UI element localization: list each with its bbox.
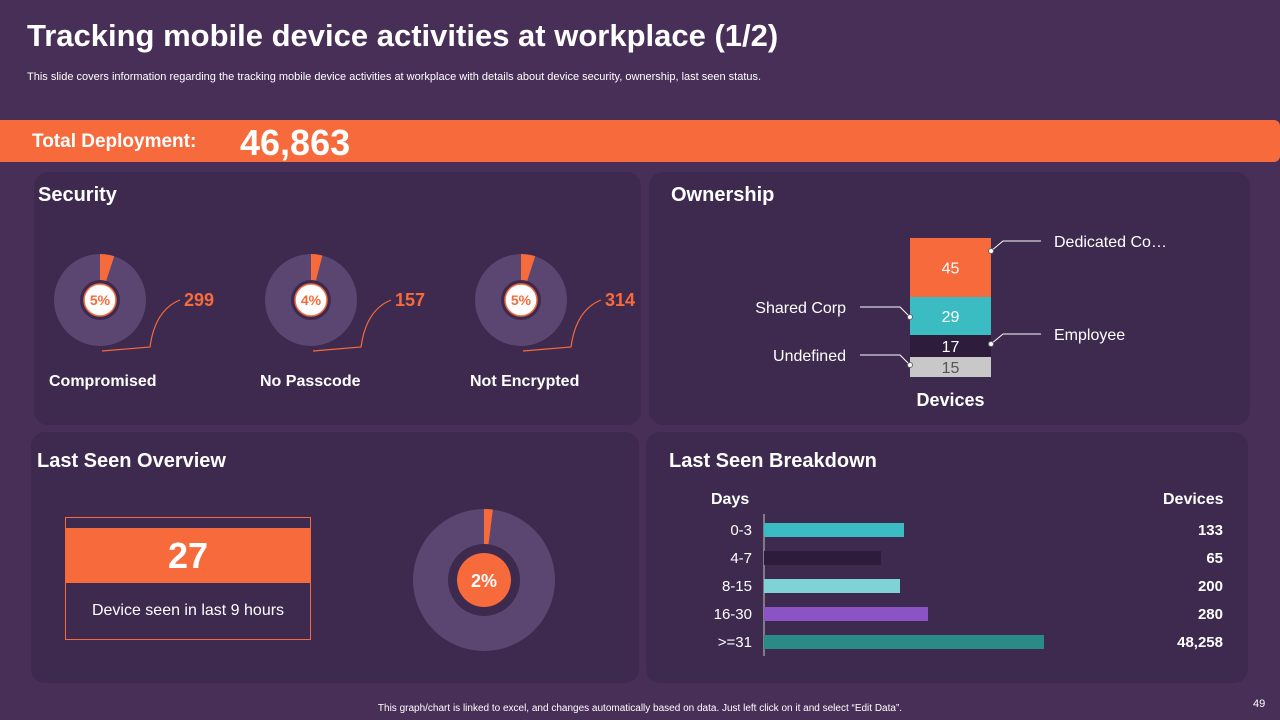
total-deployment-banner: Total Deployment: 46,863 <box>0 120 1280 163</box>
security-percent-label: 4% <box>301 292 322 308</box>
total-deployment-value: 46,863 <box>240 122 351 163</box>
ownership-label-shared-corp: Shared Corp <box>755 300 846 317</box>
overview-percent-label: 2% <box>471 571 497 591</box>
ownership-label-employee: Employee <box>1054 327 1125 344</box>
security-donut-charts[interactable]: 5% 299 Compromised 4% 157 No Passcode 5% 314 Not… <box>0 170 640 430</box>
breakdown-bar-4-7 <box>764 551 881 565</box>
breakdown-category-label: 0-3 <box>730 522 752 539</box>
ownership-leader-undefined <box>860 354 911 366</box>
breakdown-value-label: 48,258 <box>1177 634 1223 651</box>
security-percent-label: 5% <box>511 292 532 308</box>
ownership-leader-shared-corp <box>860 306 911 318</box>
ownership-label-dedicated-co: Dedicated Co… <box>1054 234 1167 251</box>
ownership-value-employee: 17 <box>942 339 960 356</box>
ownership-marker-undefined <box>907 362 913 368</box>
ownership-value-dedicated-co: 45 <box>942 261 960 278</box>
breakdown-value-label: 280 <box>1198 606 1223 623</box>
ownership-title: Ownership <box>671 184 775 206</box>
seen-count-caption: Device seen in last 9 hours <box>91 602 285 619</box>
breakdown-bar-16-30 <box>764 607 928 621</box>
last-seen-bar-chart[interactable]: 0-3 133 4-7 65 8-15 200 16-30 280 >=31 48,258 <box>640 510 1240 670</box>
security-connector-no-passcode <box>312 299 392 352</box>
breakdown-category-label: >=31 <box>718 634 752 651</box>
security-count-no-passcode: 157 <box>395 290 425 310</box>
page-number: 49 <box>1253 698 1266 710</box>
last-seen-breakdown-title: Last Seen Breakdown <box>669 450 877 472</box>
ownership-marker-employee <box>988 341 994 347</box>
last-seen-overview-title: Last Seen Overview <box>37 450 226 472</box>
last-seen-donut-chart[interactable]: 2% <box>384 480 584 680</box>
security-name-not-encrypted: Not Encrypted <box>470 373 579 390</box>
security-connector-compromised <box>101 299 181 352</box>
security-name-compromised: Compromised <box>49 373 157 390</box>
security-percent-label: 5% <box>90 292 111 308</box>
ownership-marker-dedicated-co <box>988 248 994 254</box>
breakdown-value-label: 65 <box>1206 550 1223 567</box>
ownership-value-undefined: 15 <box>942 360 960 377</box>
breakdown-category-label: 4-7 <box>730 550 752 567</box>
ownership-segment-employee <box>910 335 991 357</box>
breakdown-category-label: 16-30 <box>714 606 752 623</box>
ownership-marker-shared-corp <box>907 314 913 320</box>
security-center-badge-not-encrypted <box>504 283 538 317</box>
breakdown-bar-8-15 <box>764 579 900 593</box>
seen-count-value: 27 <box>66 528 310 583</box>
security-center-badge-no-passcode <box>294 283 328 317</box>
security-center-badge-compromised <box>83 283 117 317</box>
breakdown-value-label: 133 <box>1198 522 1223 539</box>
ownership-segment-shared-corp <box>910 297 991 335</box>
security-count-compromised: 299 <box>184 290 214 310</box>
security-connector-not-encrypted <box>522 299 602 352</box>
ownership-segment-dedicated-co <box>910 238 991 297</box>
ownership-stacked-bar-chart[interactable]: 15 17 29 45 Undefined Employee Shared Corp Dedi… <box>640 170 1260 430</box>
ownership-x-axis-label: Devices <box>916 390 984 410</box>
slide-title: Tracking mobile device activities at wor… <box>27 18 779 53</box>
slide-subtitle: This slide covers information regarding … <box>27 71 762 83</box>
footer-note: This graph/chart is linked to excel, and… <box>377 703 903 714</box>
overview-center-badge <box>457 553 511 607</box>
breakdown-bar-0-3 <box>764 523 904 537</box>
breakdown-category-label: 8-15 <box>722 578 752 595</box>
days-header: Days <box>711 491 750 508</box>
breakdown-bar-31 <box>764 635 1044 649</box>
ownership-label-undefined: Undefined <box>773 348 846 365</box>
seen-count-box: 27 Device seen in last 9 hours <box>65 517 311 640</box>
breakdown-value-label: 200 <box>1198 578 1223 595</box>
security-title: Security <box>38 184 117 206</box>
ownership-segment-undefined <box>910 357 991 377</box>
security-name-no-passcode: No Passcode <box>260 373 361 390</box>
ownership-leader-dedicated-co <box>990 240 1041 252</box>
ownership-leader-employee <box>990 333 1041 345</box>
ownership-value-shared-corp: 29 <box>942 309 960 326</box>
total-deployment-label: Total Deployment: <box>32 131 197 152</box>
security-count-not-encrypted: 314 <box>605 290 635 310</box>
devices-header: Devices <box>1163 491 1224 508</box>
